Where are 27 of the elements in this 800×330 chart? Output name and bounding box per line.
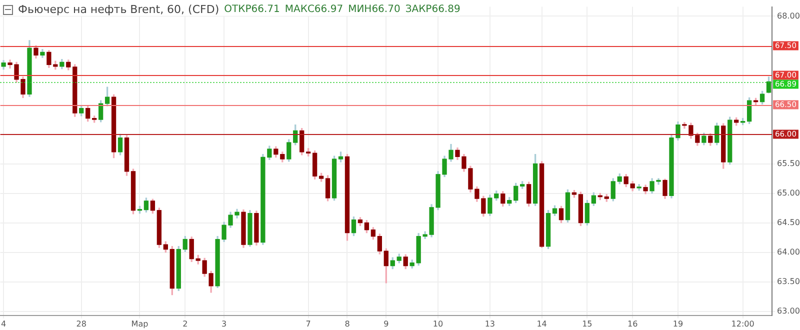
x-tick-label: 2 bbox=[182, 319, 188, 328]
x-tick-label: 19 bbox=[672, 319, 684, 328]
x-tick-label: 7 bbox=[306, 319, 311, 328]
y-tick-label: 64.50 bbox=[777, 218, 800, 227]
x-tick-label: 13 bbox=[484, 319, 496, 328]
y-tick-label: 65.00 bbox=[777, 188, 800, 198]
y-tick-label: 68.00 bbox=[777, 11, 800, 20]
x-tick-label: 15 bbox=[582, 319, 592, 328]
x-tick-label: 12:00 bbox=[731, 319, 754, 328]
annotation: МАКС66.97 bbox=[284, 4, 344, 15]
x-tick-label: 16 bbox=[627, 319, 638, 328]
annotation: ОТКР66.71 bbox=[224, 4, 280, 15]
chart-title: Фьючерс на нефть Brent, 60, (CFD) bbox=[18, 3, 220, 16]
x-tick-label: 14 bbox=[536, 319, 547, 328]
y-tick-label: 63.50 bbox=[777, 276, 800, 286]
annotation: ЗАКР66.89 bbox=[405, 4, 460, 15]
x-tick-label: 8 bbox=[344, 319, 350, 328]
x-tick-label: 4 bbox=[1, 319, 6, 328]
x-tick-label: 9 bbox=[384, 319, 389, 328]
x-tick-label: 28 bbox=[76, 319, 86, 328]
x-tick-label: 10 bbox=[432, 319, 444, 328]
annotation: МИН66.70 bbox=[348, 4, 400, 15]
x-tick-label: Мар bbox=[131, 319, 148, 328]
y-tick-label: 65.50 bbox=[777, 158, 800, 168]
x-tick-label: 3 bbox=[221, 319, 227, 328]
y-tick-label: 64.00 bbox=[777, 247, 800, 256]
y-tick-label: 63.00 bbox=[777, 306, 800, 316]
